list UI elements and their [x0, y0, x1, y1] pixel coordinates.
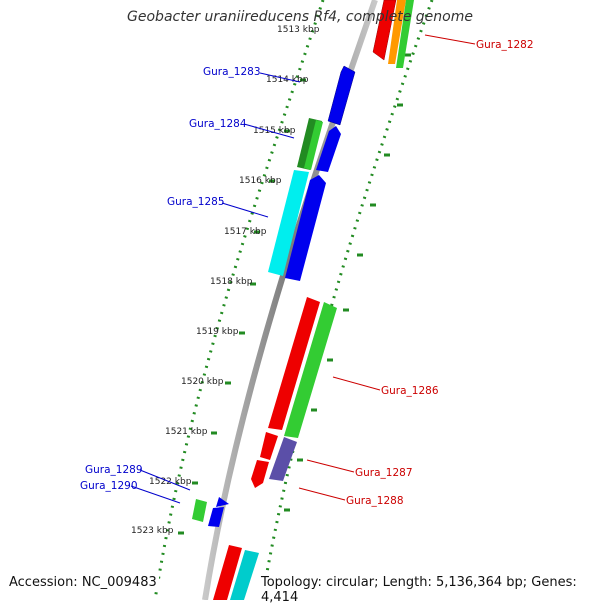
gene-gura-1284-light[interactable] [304, 120, 323, 170]
tick-label: 1521 kbp [165, 427, 208, 437]
gene-label-gura-1284[interactable]: Gura_1284 [189, 118, 247, 130]
gene-gura-1284-blue[interactable] [316, 126, 341, 172]
inner-dotted-ring [153, 0, 325, 600]
outer-ring-ticks [284, 53, 411, 512]
gene-gura-1285[interactable] [268, 170, 309, 276]
gene-label-gura-1286[interactable]: Gura_1286 [381, 385, 439, 397]
tick-label: 1513 kbp [277, 25, 320, 35]
gene-gura-1285-blue[interactable] [285, 175, 326, 281]
gene-bottom-cyan[interactable] [230, 550, 259, 600]
gene-gura-1287-purple[interactable] [269, 437, 297, 481]
gene-label-gura-1287[interactable]: Gura_1287 [355, 467, 413, 479]
tick-label: 1520 kbp [181, 377, 224, 387]
gene-gura-1282-green[interactable] [396, 0, 414, 68]
gene-gura-1286[interactable] [284, 302, 337, 438]
gene-gura-1286-red[interactable] [268, 297, 320, 430]
tick-label: 1516 kbp [239, 176, 282, 186]
gene-gura-1290[interactable] [208, 507, 224, 527]
inner-ring-ticks [178, 78, 306, 535]
tick-label: 1523 kbp [131, 526, 174, 536]
gene-gura-1289[interactable] [216, 497, 229, 507]
tick-label: 1519 kbp [196, 327, 239, 337]
outer-dotted-ring [260, 0, 434, 600]
gene-label-gura-1288[interactable]: Gura_1288 [346, 495, 404, 507]
tick-label: 1515 kbp [253, 126, 296, 136]
tick-label: 1518 kbp [210, 277, 253, 287]
genome-summary-text: Topology: circular; Length: 5,136,364 bp… [259, 575, 600, 605]
gene-gura-1283[interactable] [327, 65, 356, 126]
gene-label-gura-1289[interactable]: Gura_1289 [85, 464, 143, 476]
gene-gura-1282-orange[interactable] [388, 0, 406, 64]
gene-gura-1290-green[interactable] [192, 499, 207, 522]
gene-gura-1287[interactable] [260, 432, 278, 460]
gene-label-gura-1282[interactable]: Gura_1282 [476, 39, 534, 51]
tick-label: 1517 kbp [224, 227, 267, 237]
gene-label-gura-1290[interactable]: Gura_1290 [80, 480, 138, 492]
gene-label-gura-1283[interactable]: Gura_1283 [203, 66, 261, 78]
tick-label: 1514 kbp [266, 75, 309, 85]
gene-bottom-red[interactable] [213, 545, 242, 600]
gene-gura-1282-red[interactable] [372, 0, 397, 61]
gene-gura-1288[interactable] [251, 460, 269, 488]
map-title: Geobacter uraniireducens Rf4, complete g… [127, 9, 473, 25]
gene-label-gura-1285[interactable]: Gura_1285 [167, 196, 225, 208]
leader-lines [130, 34, 476, 504]
accession-text: Accession: NC_009483 [7, 575, 159, 590]
